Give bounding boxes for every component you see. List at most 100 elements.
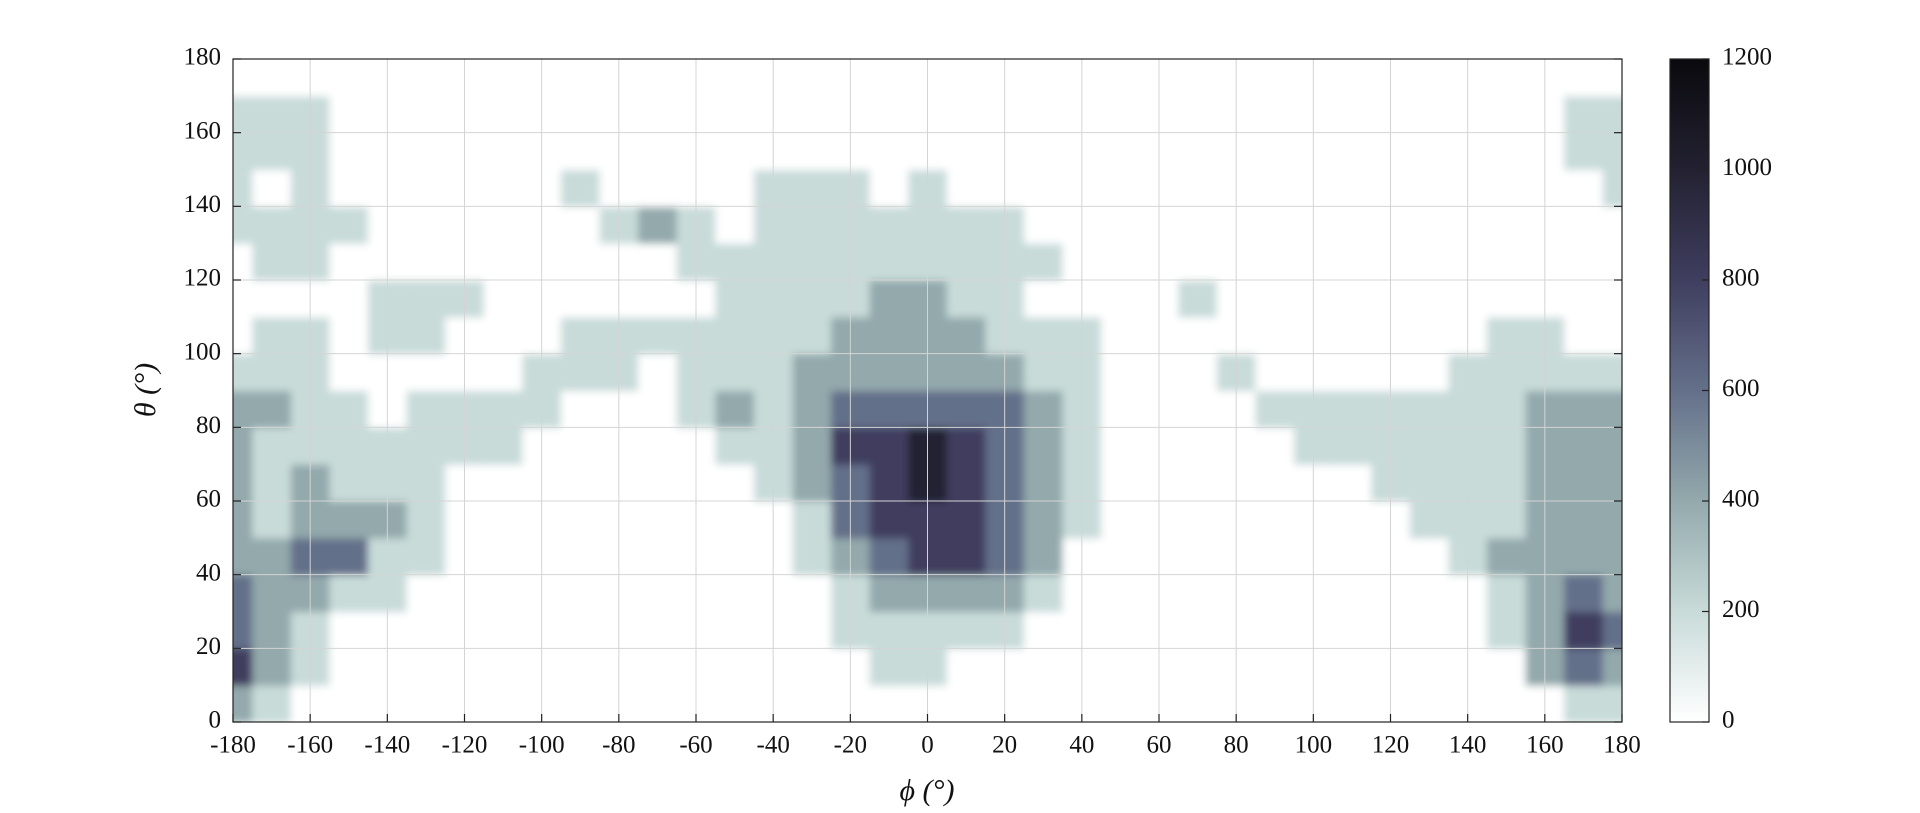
density-cell	[406, 59, 446, 97]
density-cell	[1486, 353, 1527, 392]
density-cell	[1023, 464, 1064, 502]
density-cell	[715, 648, 755, 686]
y-axis-title: θ (°)	[129, 363, 162, 417]
density-cell	[1023, 648, 1064, 686]
density-cell	[560, 95, 601, 134]
density-cell	[792, 316, 832, 355]
density-cell	[1602, 243, 1622, 281]
density-cell	[1486, 390, 1527, 428]
x-tick-label: -20	[834, 732, 867, 759]
density-cell	[1332, 353, 1372, 392]
density-cell	[406, 206, 446, 244]
density-cell	[1486, 427, 1527, 465]
density-cell	[1486, 501, 1527, 539]
density-cell	[1332, 648, 1372, 686]
density-cell	[1023, 132, 1064, 171]
density-cell	[483, 280, 523, 318]
density-cell	[560, 685, 601, 722]
density-cell	[1564, 390, 1604, 428]
density-cell	[946, 464, 986, 502]
density-cell	[1409, 316, 1449, 355]
density-cell	[1178, 316, 1218, 355]
density-cell	[1564, 464, 1604, 502]
density-cell	[1486, 685, 1527, 722]
density-cell	[869, 132, 909, 171]
density-cell	[1178, 611, 1218, 649]
density-cell	[1178, 243, 1218, 281]
density-cell	[1602, 95, 1622, 134]
density-cell	[1178, 464, 1218, 502]
density-cell	[406, 243, 446, 281]
density-cell	[638, 206, 678, 244]
density-cell	[1564, 574, 1604, 613]
density-cell	[1564, 280, 1604, 318]
y-tick-label: 160	[184, 117, 222, 144]
x-axis-title: ϕ (°)	[899, 774, 954, 807]
density-cell	[252, 280, 292, 318]
density-cell	[946, 611, 986, 649]
density-cell	[1101, 390, 1141, 428]
density-cell	[1255, 427, 1295, 465]
density-cell	[1023, 280, 1064, 318]
density-cell	[1255, 574, 1295, 613]
density-cell	[483, 648, 523, 686]
density-cell	[483, 353, 523, 392]
x-tick-label: 80	[1224, 732, 1249, 759]
density-cell	[1255, 464, 1295, 502]
density-cell	[715, 353, 755, 392]
density-cell	[1255, 390, 1295, 428]
density-cell	[1023, 611, 1064, 649]
density-cell	[869, 685, 909, 722]
density-cell	[329, 574, 369, 613]
density-cell	[560, 280, 601, 318]
density-cell	[1101, 427, 1141, 465]
density-cell	[329, 243, 369, 281]
density-cell	[1486, 132, 1527, 171]
colorbar-tick-label: 400	[1722, 486, 1760, 513]
density-cell	[1255, 501, 1295, 539]
density-cell	[1332, 685, 1372, 722]
density-cell	[792, 685, 832, 722]
density-cell	[1602, 464, 1622, 502]
density-cell	[1564, 59, 1604, 97]
density-cell	[792, 243, 832, 281]
density-cell	[406, 574, 446, 613]
density-cell	[1255, 537, 1295, 576]
density-cell	[329, 501, 369, 539]
density-cell	[233, 353, 253, 392]
density-cell	[1101, 59, 1141, 97]
density-cell	[1332, 243, 1372, 281]
density-cell	[329, 316, 369, 355]
density-cell	[638, 95, 678, 134]
density-cell	[329, 169, 369, 207]
density-cell	[1023, 243, 1064, 281]
density-cell	[233, 501, 253, 539]
density-cell	[560, 390, 601, 428]
density-cell	[406, 464, 446, 502]
density-cell	[1486, 243, 1527, 281]
x-tick-label: -160	[287, 732, 333, 759]
x-tick-label: 40	[1069, 732, 1094, 759]
density-cell	[1409, 427, 1449, 465]
density-cell	[1023, 390, 1064, 428]
density-cell	[252, 353, 292, 392]
density-cell	[1409, 206, 1449, 244]
density-cell	[869, 611, 909, 649]
density-cell	[792, 59, 832, 97]
density-cell	[1178, 280, 1218, 318]
density-cell	[252, 132, 292, 171]
x-tick-label: 100	[1295, 732, 1333, 759]
density-cell	[869, 537, 909, 576]
density-cell	[252, 243, 292, 281]
density-cell	[252, 464, 292, 502]
density-cell	[406, 611, 446, 649]
density-cell	[715, 427, 755, 465]
density-cell	[946, 243, 986, 281]
density-cell	[329, 390, 369, 428]
y-tick-label: 40	[196, 559, 221, 586]
density-cell	[792, 611, 832, 649]
density-cell	[1564, 95, 1604, 134]
x-tick-label: 180	[1603, 732, 1641, 759]
density-cell	[869, 280, 909, 318]
density-cell	[1564, 427, 1604, 465]
